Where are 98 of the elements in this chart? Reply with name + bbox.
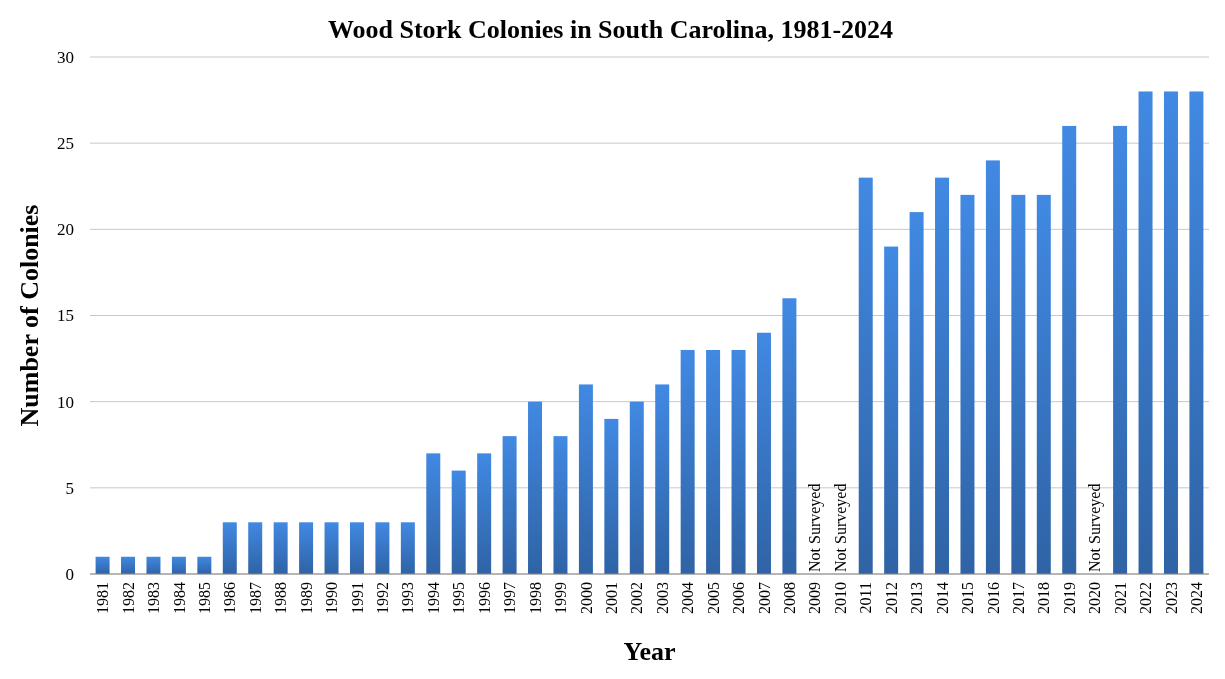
x-tick-label: 2009: [806, 582, 824, 614]
bar: [782, 298, 797, 574]
x-tick-label: 2020: [1086, 582, 1104, 614]
x-tick-label: 2007: [755, 582, 773, 614]
bar: [1113, 125, 1128, 574]
bar: [655, 384, 670, 574]
x-tick-label: 2001: [602, 582, 620, 614]
bar: [1138, 91, 1153, 574]
x-tick-label: 1997: [501, 582, 519, 614]
x-tick-label: 1981: [94, 582, 112, 614]
x-tick-label: 2024: [1188, 582, 1206, 614]
bar: [146, 556, 161, 574]
x-tick-label: 1988: [272, 582, 290, 614]
x-tick-label: 2019: [1060, 582, 1078, 614]
annotation: Not Surveyed: [806, 483, 825, 572]
y-axis-title: Number of Colonies: [15, 204, 44, 427]
x-tick-label: 1993: [399, 582, 417, 614]
bar: [324, 522, 339, 574]
bar: [171, 556, 186, 574]
bar: [299, 522, 314, 574]
x-tick-label: 2006: [730, 582, 748, 614]
bar: [349, 522, 364, 574]
x-tick-label: 2013: [908, 582, 926, 614]
chart-title: Wood Stork Colonies in South Carolina, 1981-2024: [327, 15, 894, 44]
bar: [375, 522, 390, 574]
x-tick-label: 2004: [679, 582, 697, 614]
bar: [121, 556, 136, 574]
bar: [95, 556, 110, 574]
x-tick-label: 2000: [577, 582, 595, 614]
bar: [935, 177, 950, 574]
bar: [477, 453, 492, 574]
x-tick-label: 1995: [450, 582, 468, 614]
bar: [553, 436, 568, 574]
x-tick-label: 2003: [653, 582, 671, 614]
y-tick-label: 0: [65, 564, 74, 584]
x-tick-label: 2018: [1035, 582, 1053, 614]
bar: [528, 401, 543, 574]
x-tick-label: 1991: [348, 582, 366, 614]
x-tick-label: 1998: [526, 582, 544, 614]
bar: [426, 453, 441, 574]
bar: [451, 470, 466, 574]
bar: [884, 246, 899, 574]
y-tick-label: 5: [65, 478, 74, 498]
bar: [756, 332, 771, 574]
bar: [578, 384, 593, 574]
bar: [248, 522, 263, 574]
bar: [731, 349, 746, 574]
bar: [985, 160, 1000, 574]
x-tick-label: 1994: [424, 582, 442, 614]
x-tick-label: 2005: [704, 582, 722, 614]
x-tick-label: 1999: [552, 582, 570, 614]
bar: [222, 522, 237, 574]
x-tick-label: 1983: [145, 582, 163, 614]
x-tick-label: 2015: [959, 582, 977, 614]
x-tick-label: 1990: [323, 582, 341, 614]
bar: [400, 522, 415, 574]
bar: [680, 349, 695, 574]
bar: [1163, 91, 1178, 574]
annotation: Not Surveyed: [831, 483, 850, 572]
x-tick-label: 2022: [1137, 582, 1155, 614]
x-tick-label: 1986: [221, 582, 239, 614]
x-tick-label: 1982: [119, 582, 137, 614]
x-tick-label: 2021: [1111, 582, 1129, 614]
bar: [629, 401, 644, 574]
x-tick-label: 2010: [831, 582, 849, 614]
x-tick-label: 2002: [628, 582, 646, 614]
y-tick-label: 25: [57, 134, 74, 154]
bar: [1062, 125, 1077, 574]
x-tick-label: 1987: [246, 582, 264, 614]
y-tick-label: 10: [57, 392, 74, 412]
x-tick-label: 1996: [475, 582, 493, 614]
bar: [273, 522, 288, 574]
x-tick-label: 1985: [195, 582, 213, 614]
x-tick-label: 2008: [781, 582, 799, 614]
y-tick-label: 20: [57, 220, 74, 240]
x-tick-label: 1984: [170, 582, 188, 614]
x-tick-label: 2014: [933, 582, 951, 614]
x-tick-label: 2017: [1009, 582, 1027, 614]
bar: [604, 418, 619, 574]
bar: [1036, 194, 1051, 574]
x-tick-label: 2011: [857, 582, 875, 614]
bar: [960, 194, 975, 574]
bar: [197, 556, 212, 574]
y-tick-label: 30: [57, 47, 74, 67]
x-axis-title: Year: [623, 637, 676, 666]
bar: [858, 177, 873, 574]
x-tick-label: 1989: [297, 582, 315, 614]
bar: [502, 436, 517, 574]
bar: [706, 349, 721, 574]
x-tick-label: 2012: [882, 582, 900, 614]
x-tick-label: 2016: [984, 582, 1002, 614]
bar: [1189, 91, 1204, 574]
x-tick-label: 2023: [1162, 582, 1180, 614]
bar: [909, 212, 924, 574]
x-tick-label: 1992: [374, 582, 392, 614]
bar: [1011, 194, 1026, 574]
annotation: Not Surveyed: [1086, 483, 1105, 572]
y-tick-label: 15: [57, 306, 74, 326]
